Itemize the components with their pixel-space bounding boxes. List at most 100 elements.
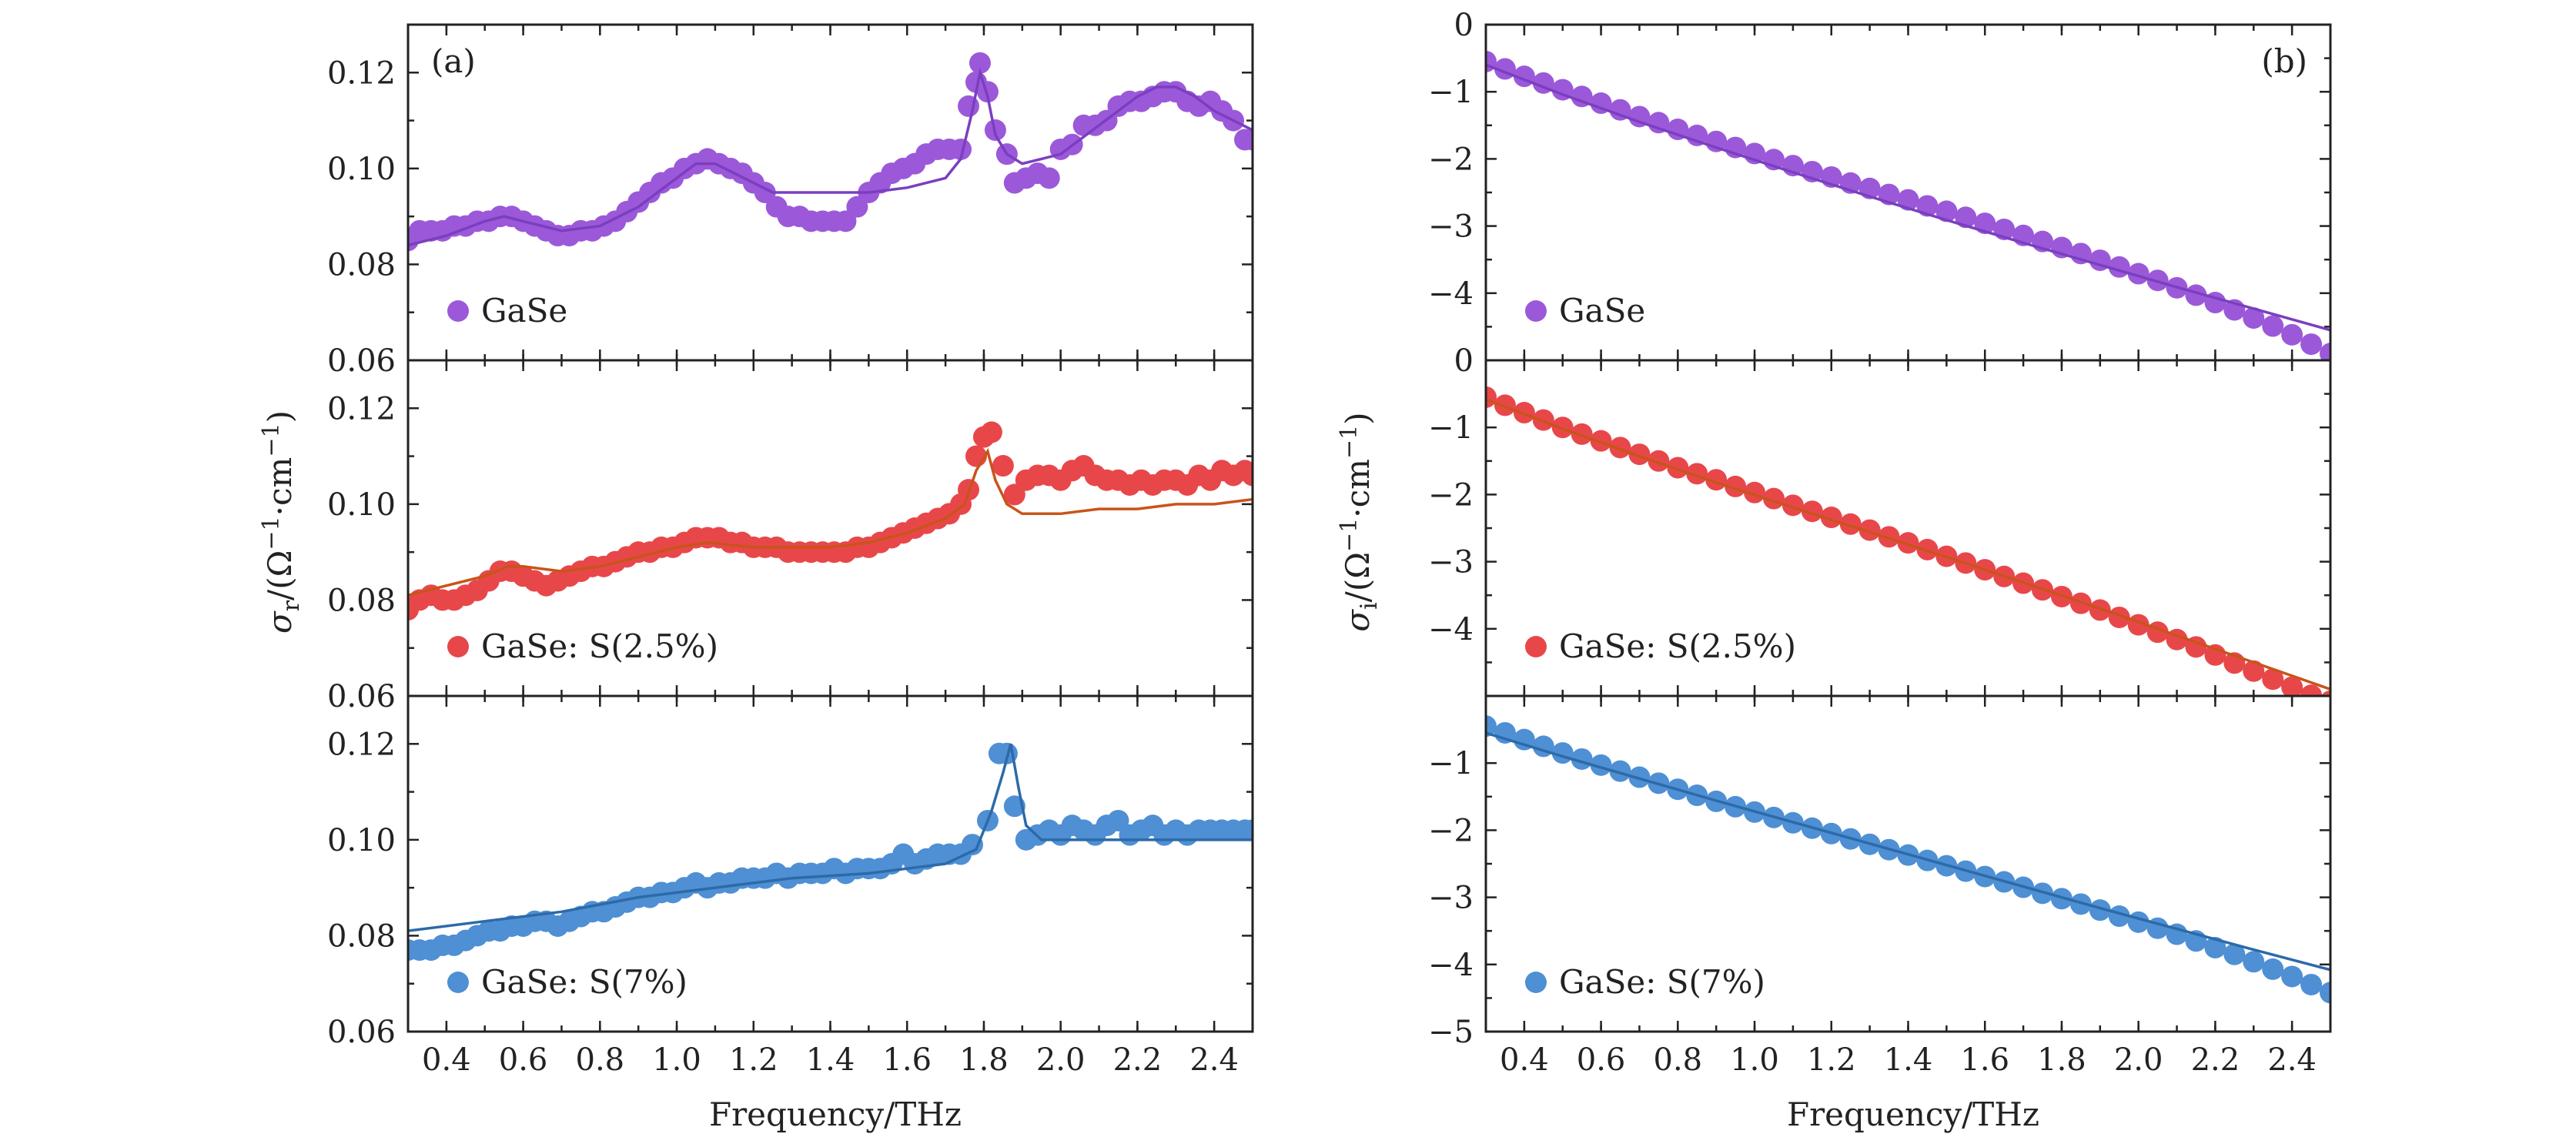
data-point [2262,668,2284,691]
y-tick-label: −3 [1428,209,1474,245]
y-tick-label: 0.12 [327,391,396,426]
data-point [2108,606,2130,628]
panel-a-row-2-series-points [408,742,1253,962]
data-point [2300,333,2323,356]
x-tick-label: 0.4 [1500,1042,1549,1078]
y-title-right-unit-exp: −1 [1336,518,1363,552]
y-tick-label: 0.10 [327,152,396,187]
panel-b-row-0: −4 −3 −2 −1 0 GaSe (b) [1428,8,2332,362]
panel-a-row-1-series-points [408,421,1253,621]
y-tick-label: −4 [1428,276,1474,312]
panel-tag: (a) [431,42,476,80]
x-tick-label: 1.4 [1884,1042,1933,1078]
x-tick-label: 2.0 [1036,1042,1086,1078]
panel-a-row-2-fit-line [408,743,1253,932]
data-point [2243,307,2265,329]
panel-b-row-1: −4 −3 −2 −1 0 GaSe: S(2.5%) [1428,343,2332,697]
y-tick-label: 0 [1454,343,1474,379]
panel-b-row-2: −5 −4 −3 −2 −1 0.4 0.6 0.8 1.0 1.2 1.4 1.6 1.8 2.0 2.2… [1428,694,2332,1078]
legend-marker [1525,636,1547,657]
data-point [2281,965,2303,988]
data-point [1486,715,1497,738]
panel-a-row-2-ticks [406,696,1254,1033]
data-point [1590,754,1612,776]
data-point [2127,911,2149,933]
data-point [2300,973,2323,995]
y-axis-title-right: σi/(Ω−1·cm−1) [1336,412,1383,631]
data-point [2281,676,2303,696]
data-point [1609,760,1631,782]
panel-a-row-1-fit-line [408,447,1253,597]
y-tick-label: 0.12 [327,727,396,762]
data-point [969,52,991,74]
x-tick-label: 0.6 [499,1042,548,1078]
y-tick-label: 0 [1454,8,1474,43]
panel-a-row-1: 0.06 0.08 0.10 0.12 GaSe: S(2.5%) [327,359,1254,714]
data-point [950,138,972,160]
data-point [1878,526,1900,548]
y-title-left-unit-exp: −1 [258,516,285,550]
data-point [2262,315,2284,337]
x-tick-label: 1.0 [1730,1042,1779,1078]
data-point [2320,982,2330,1004]
legend-label: GaSe [481,292,567,329]
y-title-right-unit-close: ) [1339,412,1377,424]
y-title-left-unit-exp-2: −1 [258,423,285,457]
data-point [1609,99,1631,121]
y-title-left-subscript: r [278,600,305,611]
y-tick-label: −2 [1428,142,1474,177]
legend-label: GaSe: S(7%) [481,963,687,1001]
data-point [961,834,983,856]
y-tick-label: −4 [1428,612,1474,647]
panel-b-row-1-series-points [1486,386,2330,696]
data-point [1839,513,1862,535]
data-point [1686,124,1708,146]
panel-b-row-0-fit-line [1486,63,2330,332]
data-point [980,421,1002,443]
panel-b-row-1-fit-line [1486,397,2330,691]
legend-label: GaSe: S(2.5%) [481,627,718,665]
y-tick-label: 0.10 [327,823,396,858]
panel-a-row-2: 0.06 0.08 0.10 0.12 0.4 0.6 0.8 1.0 1.2 1.4 1.6 1.8… [327,694,1254,1078]
data-point [1003,483,1025,506]
y-title-left-unit-mid: ·cm [261,457,299,517]
data-point [992,455,1014,477]
x-tick-label: 1.2 [729,1042,778,1078]
y-tick-label: 0.10 [327,487,396,523]
y-tick-label: −2 [1428,813,1474,848]
y-tick-label: −1 [1428,746,1474,781]
data-point [1242,129,1253,151]
data-point [2243,951,2265,973]
data-point [1590,430,1612,452]
legend-marker [447,636,469,657]
y-title-left-symbol: σ [261,610,299,634]
x-tick-label: 1.4 [806,1042,855,1078]
x-axis-title-left: Frequency/THz [709,1095,962,1133]
data-point [2223,943,2246,965]
x-tick-label: 1.6 [1960,1042,2009,1078]
data-point [2166,923,2188,945]
data-point [2320,690,2330,696]
x-tick-label: 1.8 [2037,1042,2086,1078]
x-tick-label: 1.2 [1807,1042,1856,1078]
plot-area: 0.06 0.08 0.10 0.12 GaSe (a) 0.06 0.08 0.10 0.12 G… [327,8,2332,1078]
panel-a-row-0-fit-line [408,67,1253,247]
data-point [2320,343,2330,360]
data-point [1648,450,1670,472]
x-tick-label: 1.8 [959,1042,1009,1078]
x-tick-label: 0.8 [576,1042,625,1078]
y-tick-label: 0.08 [327,583,396,618]
y-tick-label: 0.12 [327,55,396,91]
data-point [1628,443,1651,466]
legend-marker [1525,972,1547,993]
data-point [2089,899,2111,922]
y-title-left-unit-open: /(Ω [261,550,299,600]
data-point [1242,819,1253,841]
panel-b-row-2-fit-line [1486,731,2330,972]
y-tick-label: −1 [1428,75,1474,110]
x-axis-title-right: Frequency/THz [1787,1095,2039,1133]
y-tick-label: 0.06 [327,679,396,714]
data-point [2127,263,2149,285]
data-point [1725,475,1747,497]
